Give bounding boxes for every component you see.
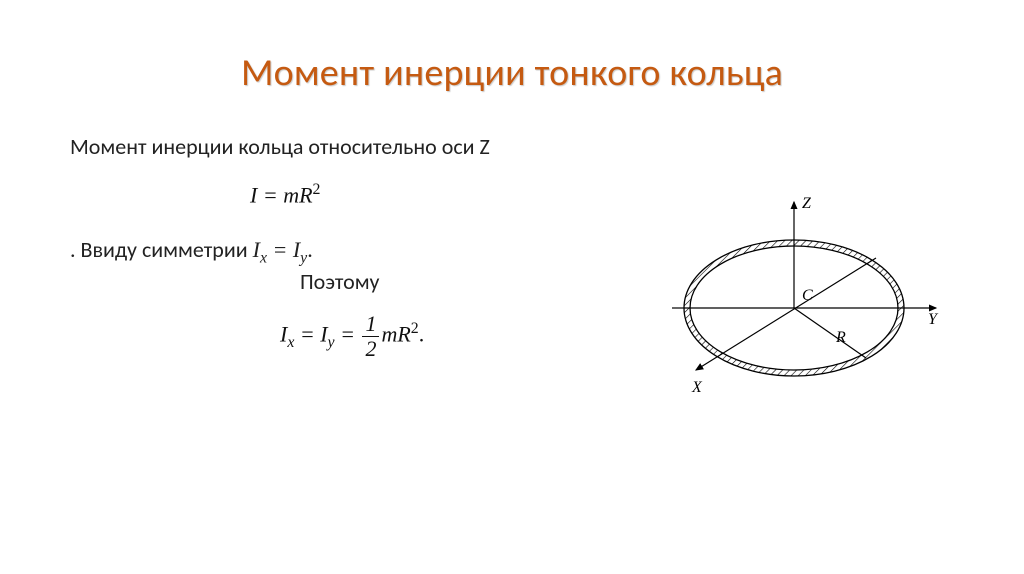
sym-Ix: Ix: [253, 237, 267, 262]
eq2-den: 2: [362, 337, 379, 360]
sym-eq: =: [267, 237, 293, 262]
intro-line: Момент инерции кольца относительно оси Z: [70, 132, 610, 163]
label-X: X: [691, 379, 703, 396]
eq2-frac: 12: [362, 313, 379, 360]
eq1-sq: 2: [313, 181, 321, 198]
label-R: R: [835, 329, 846, 346]
eq2-dot: .: [419, 321, 425, 346]
slide: Момент инерции тонкого кольца Момент ине…: [0, 0, 1024, 574]
eq2-eq1: =: [294, 321, 320, 346]
eq2-Iy-sub: y: [328, 333, 335, 350]
sym-Iy: Iy: [293, 237, 307, 262]
eq2-sq: 2: [411, 320, 419, 337]
sym-Ix-sub: x: [260, 250, 267, 267]
label-Z: Z: [802, 195, 812, 212]
eq2-m: m: [381, 321, 397, 346]
eq1-R: R: [299, 182, 312, 207]
eq2-eq2: =: [335, 321, 361, 346]
axis-x: [696, 258, 876, 370]
eq2-Iy-I: I: [320, 321, 327, 346]
ring-figure: Z Y X C R: [644, 190, 944, 410]
ring-svg: Z Y X C R: [644, 190, 944, 410]
sym-Ix-I: I: [253, 237, 260, 262]
label-Y: Y: [928, 311, 939, 328]
slide-title: Момент инерции тонкого кольца: [70, 50, 954, 96]
sym-dot: .: [307, 236, 313, 263]
radius-line: [794, 308, 866, 358]
symmetry-prefix: . Ввиду симметрии: [70, 236, 253, 263]
eq2-num: 1: [362, 313, 379, 337]
eq2-R: R: [397, 321, 410, 346]
eq1-eq: =: [257, 182, 283, 207]
label-C: C: [802, 287, 813, 304]
eq1-m: m: [283, 182, 299, 207]
